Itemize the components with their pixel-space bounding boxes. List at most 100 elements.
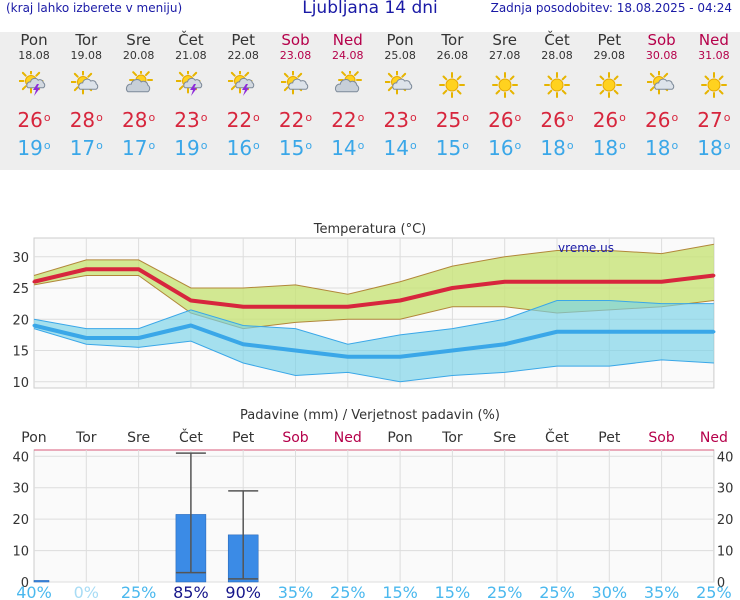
watermark: vreme.us xyxy=(558,241,614,255)
day-name: Sre xyxy=(492,31,517,49)
sun-cloud-thunder-icon xyxy=(8,62,60,106)
y-tick-label: 20 xyxy=(12,313,29,328)
x-tick-label: Pon xyxy=(21,430,46,446)
max-temp-line-point xyxy=(137,267,141,271)
x-tick-label: Čet xyxy=(179,428,203,446)
precip-probability-label: 25% xyxy=(487,583,523,600)
sun-cloud-thunder-icon xyxy=(217,62,269,106)
y-tick-label-left: 0 xyxy=(21,576,29,591)
min-temp: 17o xyxy=(69,136,103,160)
x-tick-label: Čet xyxy=(545,428,569,446)
max-temp-value: 26 xyxy=(592,108,619,132)
x-tick-label: Sob xyxy=(648,430,674,446)
precip-probability-label: 90% xyxy=(225,583,261,600)
y-tick-label-left: 40 xyxy=(12,450,29,465)
max-temp-value: 28 xyxy=(122,108,148,132)
min-temp-line-point xyxy=(137,336,141,340)
max-temp: 26o xyxy=(592,108,626,132)
y-tick-label-right: 10 xyxy=(717,545,734,560)
max-temp-value: 26 xyxy=(488,108,514,132)
max-temp-value: 26 xyxy=(645,108,671,132)
temperature-chart: Temperatura (°C) 10 15 20 25 30 vreme.us xyxy=(12,222,716,391)
y-tick-label-right: 30 xyxy=(717,482,734,497)
precip-probability-label: 15% xyxy=(435,583,471,600)
max-temp-line xyxy=(33,267,715,309)
precip-bar xyxy=(33,580,50,583)
max-temp: 26o xyxy=(17,108,51,132)
min-temp-value: 18 xyxy=(645,136,671,160)
min-temp-line-point xyxy=(712,330,716,334)
day-date: 22.08 xyxy=(227,49,259,62)
day-column: Čet 28.08 26o 18o xyxy=(531,32,583,162)
y-tick-label-left: 10 xyxy=(12,545,29,560)
min-temp-value: 18 xyxy=(592,136,619,160)
min-temp: 19o xyxy=(174,136,208,160)
max-temp-line-point xyxy=(503,280,507,284)
min-temp-value: 18 xyxy=(540,136,566,160)
day-date: 21.08 xyxy=(175,49,207,62)
min-temp: 18o xyxy=(592,136,626,160)
day-name: Čet xyxy=(178,31,204,49)
min-temp-value: 17 xyxy=(122,136,148,160)
x-tick-label: Tor xyxy=(441,430,463,446)
min-temp: 17o xyxy=(122,136,156,160)
min-temp: 19o xyxy=(17,136,51,160)
sun-icon xyxy=(583,62,635,106)
max-temp-value: 27 xyxy=(697,108,723,132)
x-tick-label: Sre xyxy=(127,430,150,446)
max-temp-line-point xyxy=(241,305,245,309)
day-column: Tor 26.08 25o 15o xyxy=(426,32,478,162)
max-temp-value: 26 xyxy=(17,108,43,132)
min-temp-value: 15 xyxy=(278,136,305,160)
min-temp-range-band-lower-edge xyxy=(33,328,714,383)
max-temp-line-point xyxy=(660,280,664,284)
max-temp: 22o xyxy=(226,108,260,132)
temperature-chart-title: Temperatura (°C) xyxy=(313,222,426,237)
min-temp: 18o xyxy=(645,136,679,160)
sun-icon xyxy=(688,62,740,106)
y-tick-label-right: 40 xyxy=(717,450,734,465)
min-temp-line-point xyxy=(607,330,611,334)
sun-cloud-icon xyxy=(270,62,322,106)
max-temp-line-point xyxy=(712,274,716,277)
sun-icon xyxy=(426,62,478,106)
min-temp: 15o xyxy=(278,136,313,160)
day-name: Tor xyxy=(441,31,464,49)
max-temp: 26o xyxy=(488,108,522,132)
min-temp-line-point xyxy=(346,355,350,359)
min-temp: 18o xyxy=(697,136,731,160)
sun-cloud-icon xyxy=(374,62,426,106)
max-temp-line-point xyxy=(346,305,350,309)
precipitation-plot-area xyxy=(33,449,715,583)
precipitation-chart-title: Padavine (mm) / Verjetnost padavin (%) xyxy=(240,408,500,423)
last-updated: Zadnja posodobitev: 18.08.2025 - 04:24 xyxy=(490,1,732,15)
max-temp: 26o xyxy=(540,108,574,132)
max-temp: 22o xyxy=(278,108,313,132)
min-temp-line-point xyxy=(660,330,664,334)
max-temp-line-point xyxy=(84,267,88,271)
max-temp-line-point xyxy=(189,299,193,302)
precip-probability-label: 25% xyxy=(539,583,575,600)
day-column: Čet 21.08 23o 19o xyxy=(165,32,217,162)
precip-probability-label: 30% xyxy=(592,583,628,600)
day-date: 31.08 xyxy=(698,49,730,62)
day-date: 18.08 xyxy=(18,49,50,62)
precip-probability-label: 35% xyxy=(278,583,314,600)
day-date: 19.08 xyxy=(70,49,103,62)
day-column: Pet 22.08 22o 16o xyxy=(217,32,269,162)
max-temp: 23o xyxy=(383,108,417,132)
min-temp: 16o xyxy=(488,136,522,160)
min-temp-line xyxy=(33,323,714,359)
x-tick-label: Tor xyxy=(75,430,97,446)
day-date: 26.08 xyxy=(436,49,469,62)
header-note[interactable]: (kraj lahko izberete v meniju) xyxy=(6,1,183,15)
min-temp-value: 15 xyxy=(435,136,462,160)
sun-icon xyxy=(479,62,531,106)
max-temp: 26o xyxy=(645,108,679,132)
day-name: Ned xyxy=(332,31,363,49)
day-column: Ned 31.08 27o 18o xyxy=(688,32,740,162)
y-tick-label: 10 xyxy=(12,376,29,391)
day-date: 24.08 xyxy=(332,49,364,62)
day-column: Pon 18.08 26o 19o xyxy=(8,32,60,162)
x-tick-label: Pet xyxy=(598,430,621,446)
